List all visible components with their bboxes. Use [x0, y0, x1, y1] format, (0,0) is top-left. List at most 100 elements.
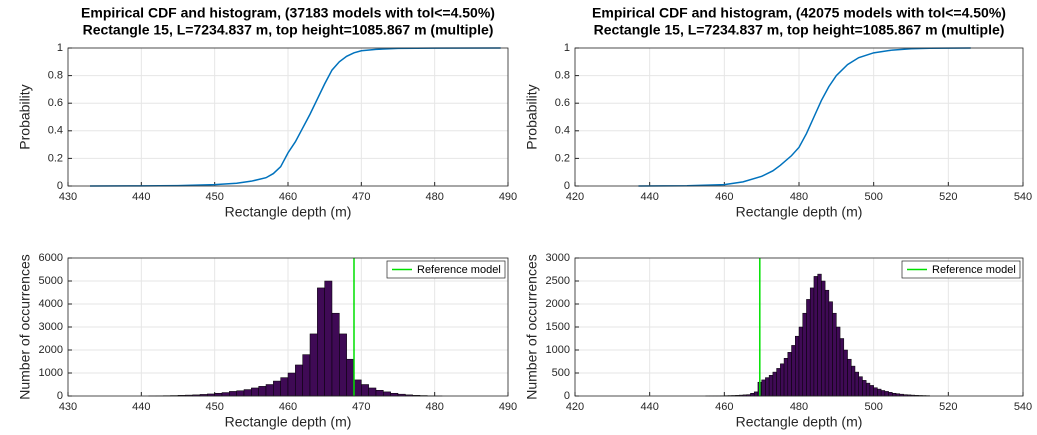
y-tick-label: 5000 [39, 275, 63, 287]
histogram-bar [862, 380, 867, 397]
histogram-bar [772, 371, 777, 397]
histogram-bar [817, 273, 822, 397]
histogram-bar [824, 289, 830, 397]
x-tick-label: 420 [566, 191, 584, 203]
y-tick-label: 1000 [546, 344, 570, 356]
cdf-line [638, 47, 971, 187]
x-tick-label: 490 [499, 401, 517, 413]
y-tick-label: 0 [57, 180, 63, 192]
y-tick-label: 3000 [39, 321, 63, 333]
axes: 420 440 460 480 500 520 540 0 500 1000 1500 2000 250… [524, 252, 1032, 430]
histogram-bar [295, 364, 303, 397]
histogram-bar [798, 326, 803, 397]
x-axis-label: Rectangle depth (m) [736, 204, 863, 220]
y-tick-label: 2000 [546, 298, 570, 310]
histogram-bar [869, 385, 874, 397]
histogram-bar [390, 392, 399, 397]
y-tick-label: 0.8 [555, 70, 570, 82]
histogram-bar [750, 392, 755, 397]
x-tick-label: 460 [715, 191, 733, 203]
chart-subtitle: Rectangle 15, L=7234.837 m, top height=1… [594, 22, 1005, 38]
y-tick-label: 0.8 [48, 70, 63, 82]
x-tick-label: 480 [790, 401, 808, 413]
x-tick-label: 540 [1014, 401, 1032, 413]
legend-box [901, 260, 1021, 279]
x-tick-label: 490 [499, 191, 517, 203]
x-tick-label: 480 [790, 191, 808, 203]
histogram-bar [317, 287, 325, 397]
histogram-bar [302, 354, 311, 397]
cdf-line [89, 47, 501, 187]
x-tick-label: 520 [939, 401, 957, 413]
x-tick-label: 540 [1014, 191, 1032, 203]
histogram-bar [776, 368, 781, 397]
x-tick-label: 460 [279, 191, 297, 203]
histogram-bar [236, 390, 245, 397]
legend-label: Reference model [417, 264, 501, 276]
y-tick-label: 3000 [546, 252, 570, 264]
x-tick-label: 430 [59, 191, 77, 203]
y-tick-label: 1500 [546, 321, 570, 333]
axes-box [67, 47, 509, 187]
histogram-bar [229, 391, 237, 397]
x-tick-label: 440 [640, 401, 658, 413]
histogram-bar [877, 388, 882, 397]
histogram-bar [809, 287, 815, 397]
y-tick-label: 0 [564, 180, 570, 192]
chart-subtitle: Rectangle 15, L=7234.837 m, top height=1… [83, 22, 494, 38]
histogram-bar [361, 384, 369, 397]
x-axis-label: Rectangle depth (m) [225, 414, 352, 430]
histogram-bar [761, 379, 766, 397]
x-tick-label: 480 [425, 191, 443, 203]
histogram-bar [780, 363, 785, 397]
x-tick-label: 460 [279, 401, 297, 413]
histogram-bar [783, 358, 789, 397]
x-tick-label: 450 [205, 191, 223, 203]
histogram-bar [251, 387, 259, 397]
y-tick-label: 1 [57, 42, 63, 54]
x-tick-label: 430 [59, 401, 77, 413]
histogram-bar [843, 349, 848, 397]
histogram-bar [383, 391, 391, 397]
histogram-bar [309, 333, 318, 397]
y-tick-label: 0.2 [48, 152, 63, 164]
histogram-bar [243, 389, 252, 397]
histogram-bar [280, 377, 289, 397]
histogram-bar [892, 392, 897, 397]
axes-box [574, 257, 1024, 397]
x-tick-label: 520 [939, 191, 957, 203]
y-tick-label: 1 [564, 42, 570, 54]
axes-box [67, 257, 509, 397]
histogram-bar [880, 390, 886, 397]
histogram-bar [324, 280, 333, 397]
histogram-bar [873, 387, 878, 397]
histogram-bar [753, 391, 759, 397]
y-tick-label: 0.4 [48, 125, 63, 137]
histogram-bar [265, 384, 274, 397]
y-axis-label: Probability [17, 84, 33, 149]
x-tick-label: 470 [352, 191, 370, 203]
y-tick-label: 1000 [39, 367, 63, 379]
x-tick-label: 460 [715, 401, 733, 413]
histogram-bar [828, 301, 833, 397]
y-tick-label: 0 [57, 390, 63, 402]
y-tick-label: 0.4 [555, 125, 570, 137]
y-axis-label: Probability [524, 84, 540, 149]
x-tick-label: 440 [132, 401, 150, 413]
x-tick-label: 440 [132, 191, 150, 203]
histogram-bar [832, 312, 837, 397]
x-tick-label: 470 [352, 401, 370, 413]
x-tick-label: 450 [205, 401, 223, 413]
histogram-bar [854, 371, 859, 397]
y-tick-label: 2000 [39, 344, 63, 356]
histogram-bar [813, 276, 818, 397]
y-tick-label: 2500 [546, 275, 570, 287]
histogram-bar [851, 365, 856, 397]
histogram-bar [331, 312, 340, 397]
histogram-bar [214, 392, 223, 397]
histogram-bar [847, 358, 852, 397]
histogram-bar [806, 299, 811, 397]
histogram-bar [791, 345, 796, 397]
y-tick-label: 0.6 [48, 97, 63, 109]
histogram-bar [787, 352, 792, 397]
